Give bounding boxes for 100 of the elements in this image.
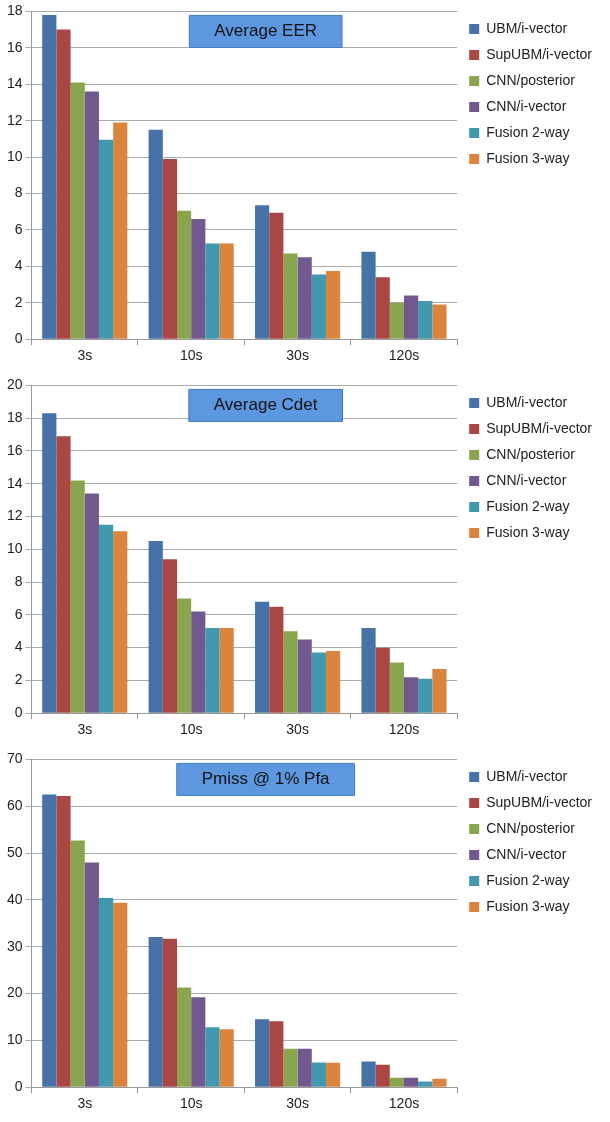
bar: [148, 129, 163, 339]
y-tick-label: 2: [14, 293, 23, 310]
y-tick-label: 10: [6, 1031, 23, 1048]
y-tick-label: 10: [6, 540, 23, 557]
bar: [389, 1077, 404, 1087]
legend-label: Fusion 2-way: [486, 871, 570, 888]
x-tick-label: 10s: [179, 721, 203, 738]
legend-label: CNN/posterior: [486, 445, 576, 462]
y-tick-label: 0: [14, 704, 23, 721]
y-tick-label: 30: [6, 937, 23, 954]
y-tick-label: 2: [14, 671, 23, 688]
bar: [42, 794, 57, 1087]
text: Pmiss @ 1% Pfa: [201, 769, 331, 789]
bar: [418, 1081, 433, 1087]
bar: [361, 1061, 376, 1087]
bar: [219, 243, 234, 339]
bar: [255, 1019, 270, 1087]
bar: [98, 898, 114, 1087]
y-tick-label: 4: [14, 257, 23, 274]
bar: [148, 541, 163, 713]
bar: [283, 631, 298, 713]
bar: [113, 902, 128, 1087]
bar: [255, 205, 270, 339]
bar: [403, 677, 419, 713]
bar: [432, 668, 447, 713]
legend-label: UBM/i-vector: [486, 19, 568, 36]
bar: [219, 1029, 234, 1087]
bar: [162, 938, 177, 1087]
y-tick-label: 12: [6, 507, 23, 524]
bar: [375, 1064, 390, 1087]
bar: [403, 1077, 419, 1087]
bar: [176, 987, 192, 1087]
bar: [325, 270, 341, 339]
y-tick-label: 60: [6, 797, 23, 814]
bar: [269, 606, 284, 713]
legend-label: Fusion 2-way: [486, 123, 570, 140]
legend-label: CNN/posterior: [486, 819, 576, 836]
y-tick-label: 4: [14, 638, 23, 655]
y-tick-label: 6: [14, 605, 23, 622]
bar: [191, 611, 206, 713]
y-tick-label: 18: [6, 409, 23, 426]
bar: [403, 295, 419, 339]
x-tick-label: 120s: [388, 721, 420, 738]
bar: [325, 650, 341, 713]
bar: [84, 862, 99, 1087]
bar: [432, 304, 447, 339]
y-tick-label: 0: [14, 330, 23, 347]
y-tick-label: 20: [6, 984, 23, 1001]
x-tick-label: 120s: [388, 1095, 420, 1112]
x-tick-label: 30s: [286, 347, 309, 364]
bar: [113, 122, 128, 339]
bar: [176, 210, 192, 339]
bar: [84, 493, 99, 713]
bar: [56, 795, 71, 1087]
y-tick-label: 12: [6, 111, 23, 128]
bar: [70, 82, 85, 339]
bar: [389, 302, 404, 339]
y-tick-label: 16: [6, 441, 23, 458]
bar: [297, 1048, 312, 1087]
bar: [375, 277, 390, 339]
bar: [191, 219, 206, 339]
y-tick-label: 20: [6, 376, 23, 393]
y-tick-label: 6: [14, 220, 23, 237]
y-tick-label: 40: [6, 890, 23, 907]
x-tick-label: 3s: [77, 347, 93, 364]
bar: [361, 251, 376, 339]
legend-label: Fusion 3-way: [486, 897, 570, 914]
y-tick-label: 14: [6, 474, 23, 491]
bar: [361, 627, 376, 713]
bar: [418, 300, 433, 339]
text: Average Cdet: [213, 395, 318, 415]
bar: [311, 1062, 326, 1087]
bar: [176, 598, 192, 713]
x-tick-label: 10s: [179, 347, 203, 364]
bar: [311, 274, 326, 339]
legend-label: SupUBM/i-vector: [486, 793, 593, 810]
legend-label: CNN/i-vector: [486, 845, 567, 862]
y-tick-label: 70: [6, 750, 23, 767]
bar: [375, 647, 390, 713]
bar: [418, 678, 433, 713]
bar: [84, 91, 99, 339]
legend-label: Fusion 3-way: [486, 149, 570, 166]
bar: [98, 139, 114, 339]
legend-label: SupUBM/i-vector: [486, 419, 593, 436]
y-tick-label: 16: [6, 38, 23, 55]
bar: [70, 840, 85, 1087]
legend-label: CNN/i-vector: [486, 97, 567, 114]
y-tick-label: 8: [14, 184, 23, 201]
x-tick-label: 3s: [77, 1095, 93, 1112]
bar: [219, 627, 234, 713]
bar: [325, 1062, 341, 1087]
bar: [113, 531, 128, 713]
bar: [269, 1021, 284, 1087]
y-tick-label: 14: [6, 75, 23, 92]
legend-label: SupUBM/i-vector: [486, 45, 593, 62]
bar: [205, 1027, 220, 1087]
y-tick-label: 8: [14, 572, 23, 589]
bar: [297, 257, 312, 339]
bar: [205, 243, 220, 339]
legend-label: UBM/i-vector: [486, 767, 568, 784]
